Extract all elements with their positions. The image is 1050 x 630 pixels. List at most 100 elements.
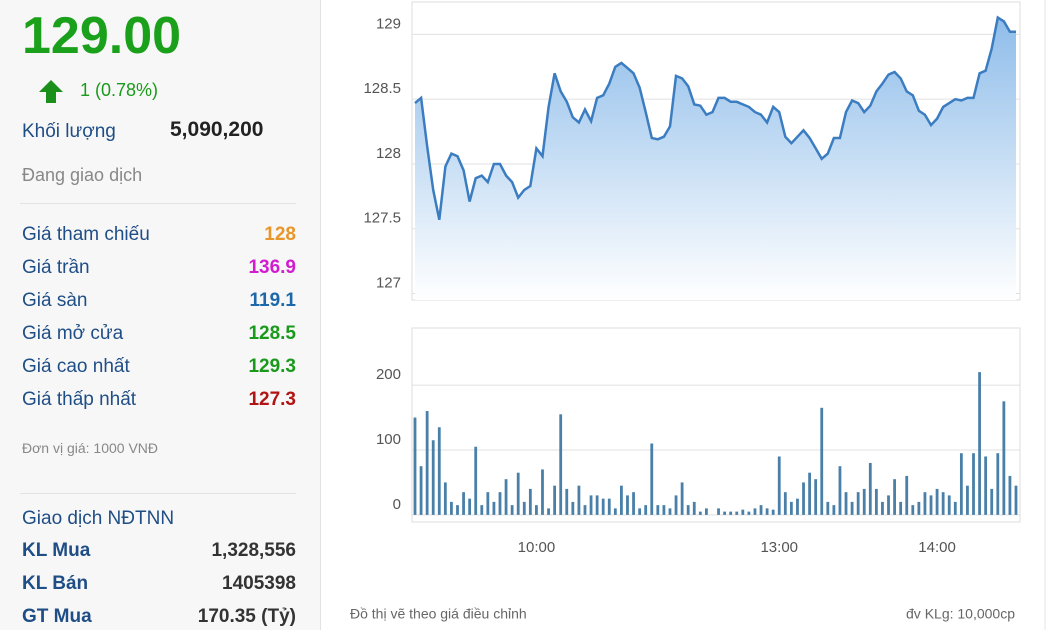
volume-bar bbox=[492, 501, 496, 515]
volume-bar bbox=[547, 508, 550, 515]
volume-bar bbox=[990, 488, 994, 515]
volume: 5,090,200 bbox=[170, 118, 264, 141]
stat-label: Giá thấp nhất bbox=[22, 389, 137, 410]
volume-bar bbox=[456, 505, 459, 515]
volume-bar bbox=[644, 505, 648, 515]
volume-bar bbox=[826, 501, 830, 515]
x-tick-label: 10:00 bbox=[518, 539, 556, 556]
volume-bar bbox=[808, 472, 811, 515]
x-tick-label: 13:00 bbox=[760, 539, 798, 556]
y-tick-label: 127 bbox=[376, 274, 401, 291]
volume-bar bbox=[704, 508, 708, 515]
volume-bar bbox=[874, 488, 878, 515]
volume-bar bbox=[1008, 475, 1012, 515]
volume-bar bbox=[972, 453, 975, 515]
volume-bar bbox=[887, 495, 890, 515]
volume-bar bbox=[607, 498, 611, 515]
volume-bar bbox=[959, 453, 963, 515]
stat-label: Giá mở cửa bbox=[22, 323, 124, 344]
volume-bar bbox=[425, 411, 429, 515]
volume-bar bbox=[437, 427, 441, 515]
volume-bar bbox=[966, 485, 969, 515]
volume-bar bbox=[723, 511, 727, 515]
volume-bar bbox=[862, 488, 866, 515]
volume-bar bbox=[498, 492, 502, 515]
volume-bar bbox=[559, 414, 563, 515]
volume-bar bbox=[528, 488, 532, 515]
footer-note: Đồ thị vẽ theo giá điều chỉnh bbox=[350, 606, 527, 622]
volume-frame bbox=[411, 327, 1021, 523]
quote-panel: 129.00 1 (0.78%) Khối lượng 5,090,200 Đa… bbox=[0, 0, 321, 630]
volume-bar bbox=[522, 501, 526, 515]
status: Đang giao dịch bbox=[22, 165, 143, 185]
foreign-label: KL Mua bbox=[22, 540, 91, 561]
volume-bar bbox=[595, 495, 599, 515]
volume-bar bbox=[735, 511, 739, 515]
foreign-label: GT Mua bbox=[22, 606, 92, 627]
volume-bar bbox=[450, 501, 453, 515]
stat-label: Giá trần bbox=[22, 257, 90, 278]
volume-bar bbox=[680, 482, 684, 515]
price-area bbox=[415, 17, 1016, 300]
volume-bar bbox=[468, 498, 472, 515]
volume-bar bbox=[868, 462, 872, 515]
volume-bar bbox=[516, 472, 520, 515]
volume-bar bbox=[577, 485, 581, 515]
volume-bar bbox=[796, 498, 799, 515]
volume-bar bbox=[620, 485, 623, 515]
volume-bar bbox=[650, 443, 654, 515]
volume-bar bbox=[953, 501, 957, 515]
volume-bar bbox=[729, 511, 733, 515]
volume-label: Khối lượng bbox=[22, 121, 116, 142]
unit-note: Đơn vị giá: 1000 VNĐ bbox=[22, 440, 159, 456]
volume-bar bbox=[443, 482, 447, 515]
volume-bar bbox=[692, 501, 696, 515]
volume-bar bbox=[589, 495, 593, 515]
volume-bar bbox=[698, 511, 702, 515]
stat-label: Giá sàn bbox=[22, 290, 88, 311]
volume-bar bbox=[565, 488, 569, 515]
volume-bar bbox=[480, 505, 484, 515]
separator bbox=[20, 493, 296, 494]
volume-bar bbox=[1002, 401, 1006, 515]
volume-bar bbox=[905, 475, 909, 515]
volume-bar bbox=[832, 505, 836, 515]
volume-bar bbox=[613, 508, 617, 515]
foreign-title: Giao dịch NĐTNN bbox=[22, 508, 175, 529]
stat-value: 128.5 bbox=[248, 323, 296, 344]
stat-value: 129.3 bbox=[248, 356, 296, 377]
y-tick-label: 100 bbox=[376, 431, 401, 448]
volume-bar bbox=[838, 466, 842, 515]
volume-bar bbox=[431, 440, 435, 515]
volume-bar bbox=[923, 492, 927, 515]
volume-bar bbox=[504, 479, 508, 515]
volume-bar bbox=[1014, 485, 1018, 515]
y-tick-label: 0 bbox=[393, 496, 401, 513]
volume-bar bbox=[583, 505, 587, 515]
foreign-value: 1,328,556 bbox=[211, 540, 296, 561]
stat-label: Giá tham chiếu bbox=[22, 224, 150, 245]
y-tick-label: 200 bbox=[376, 366, 401, 383]
volume-bar bbox=[741, 509, 745, 515]
volume-bar bbox=[668, 508, 672, 515]
volume-bar bbox=[893, 479, 896, 515]
stat-value: 136.9 bbox=[248, 257, 296, 278]
volume-bar bbox=[510, 505, 514, 515]
volume-bar bbox=[553, 485, 557, 515]
volume-bar bbox=[541, 469, 544, 515]
volume-bar bbox=[462, 492, 465, 515]
volume-bar bbox=[978, 372, 981, 515]
volume-bar bbox=[929, 495, 933, 515]
y-tick-label: 127.5 bbox=[363, 210, 401, 227]
volume-bar bbox=[771, 509, 775, 515]
volume-bar bbox=[486, 492, 490, 515]
y-tick-label: 128 bbox=[376, 145, 401, 162]
stat-value: 127.3 bbox=[248, 389, 296, 410]
volume-bar bbox=[917, 501, 921, 515]
change: 1 (0.78%) bbox=[80, 80, 159, 100]
volume-bar bbox=[632, 492, 635, 515]
volume-bar bbox=[984, 456, 988, 515]
volume-bar bbox=[935, 488, 939, 515]
volume-bar bbox=[686, 505, 690, 515]
